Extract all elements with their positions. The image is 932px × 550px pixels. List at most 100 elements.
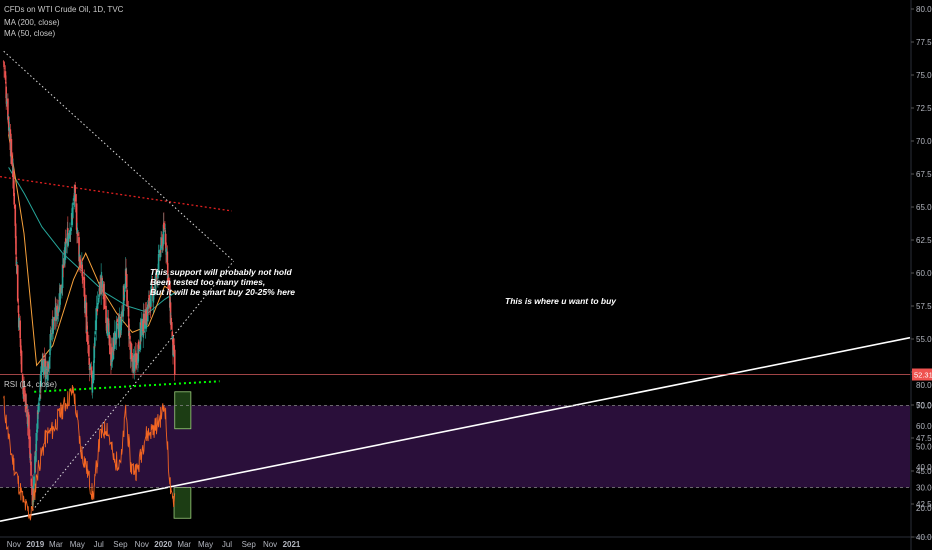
time-tick-label: 2021	[283, 540, 301, 549]
ma200-legend[interactable]: MA (200, close)	[4, 18, 60, 27]
candle-body	[90, 367, 93, 375]
candle-body	[165, 248, 168, 255]
candle-body	[87, 341, 89, 345]
candle-body	[18, 317, 20, 330]
candle-body	[23, 387, 25, 397]
candle-body	[136, 353, 138, 366]
candle-body	[123, 290, 126, 292]
triangle-lower-line	[32, 260, 235, 511]
candle-body	[164, 233, 167, 246]
candle-body	[14, 204, 17, 226]
candle-body	[85, 302, 88, 334]
time-tick-label: Sep	[242, 540, 257, 549]
time-tick-label: May	[70, 540, 85, 549]
candle-body	[81, 273, 84, 279]
symbol-legend[interactable]: CFDs on WTI Crude Oil, 1D, TVC	[4, 5, 124, 14]
candle-body	[133, 353, 136, 371]
resistance-line	[0, 175, 232, 212]
candle-body	[30, 478, 33, 487]
ma50-legend[interactable]: MA (50, close)	[4, 29, 56, 38]
candle-body	[163, 222, 165, 229]
support-note-line-1: This support will probably not hold	[150, 267, 292, 277]
candle-body	[165, 242, 167, 252]
candle-body	[104, 306, 106, 307]
candle-body	[140, 318, 143, 328]
time-tick-label: Nov	[263, 540, 277, 549]
last-price-label: 52.31	[914, 371, 932, 380]
rsi-tick-label: 40.00	[916, 463, 932, 472]
candle-body	[154, 282, 156, 293]
candle-body	[121, 314, 123, 316]
candle-body	[160, 237, 162, 250]
candle-body	[106, 317, 109, 336]
candle-body	[128, 332, 131, 339]
candle-body	[72, 202, 74, 205]
candle-body	[13, 180, 15, 197]
time-tick-label: 2019	[26, 540, 44, 549]
candle-body	[40, 366, 43, 387]
candle-body	[95, 308, 98, 331]
support-note-line-3: But it will be smart buy 20-25% here	[150, 287, 296, 297]
candle-body	[69, 228, 72, 235]
candle-body	[15, 262, 18, 264]
rsi-tick-label: 80.00	[916, 381, 932, 390]
candle-body	[173, 349, 176, 375]
candle-body	[170, 318, 173, 330]
candle-body	[142, 331, 144, 337]
candle-body	[110, 352, 112, 366]
candle-body	[167, 279, 170, 282]
candle-body	[81, 264, 84, 277]
candle-body	[14, 223, 17, 239]
support-note-line-2: Been tested too many times,	[150, 277, 266, 287]
price-tick-label: 77.50	[916, 38, 932, 47]
candle-body	[105, 305, 107, 324]
candle-body	[49, 349, 51, 355]
candle-body	[145, 313, 148, 329]
candle-body	[120, 318, 123, 326]
candle-body	[128, 318, 130, 336]
candle-body	[101, 280, 104, 287]
candle-body	[10, 139, 13, 157]
candle-body	[10, 158, 13, 165]
candle-body	[29, 453, 32, 460]
candle-body	[159, 249, 162, 258]
support-line	[34, 380, 220, 393]
candle-body	[137, 341, 140, 348]
candle-body	[74, 188, 76, 200]
candle-body	[89, 364, 92, 370]
time-tick-label: May	[198, 540, 213, 549]
rsi-line	[3, 384, 176, 521]
candle-body	[17, 305, 20, 313]
candle-body	[153, 292, 155, 294]
candle-body	[88, 358, 91, 366]
candle-body	[67, 234, 69, 246]
candle-body	[131, 352, 133, 362]
candle-body	[5, 81, 7, 84]
candle-body	[5, 98, 8, 104]
price-tick-label: 60.00	[916, 269, 932, 278]
candle-body	[100, 274, 102, 295]
candle-body	[50, 333, 52, 341]
candle-body	[70, 213, 73, 226]
candle-body	[17, 298, 19, 303]
candle-body	[164, 231, 167, 233]
time-tick-label: Mar	[49, 540, 63, 549]
price-tick-label: 80.00	[916, 5, 932, 14]
candle-body	[140, 328, 142, 336]
candle-body	[82, 278, 84, 280]
candle-body	[116, 319, 119, 322]
candle-body	[42, 360, 45, 375]
candle-body	[39, 388, 41, 392]
rsi-legend[interactable]: RSI (14, close)	[4, 380, 57, 389]
candle-body	[172, 345, 175, 357]
candle-body	[8, 121, 10, 131]
candle-body	[114, 331, 116, 349]
buy-zone-note: This is where u want to buy	[505, 296, 616, 306]
candle-body	[151, 286, 154, 290]
candle-body	[157, 270, 159, 279]
candle-body	[125, 274, 128, 288]
candle-body	[78, 237, 80, 262]
candle-body	[76, 230, 79, 234]
candle-body	[150, 289, 152, 307]
